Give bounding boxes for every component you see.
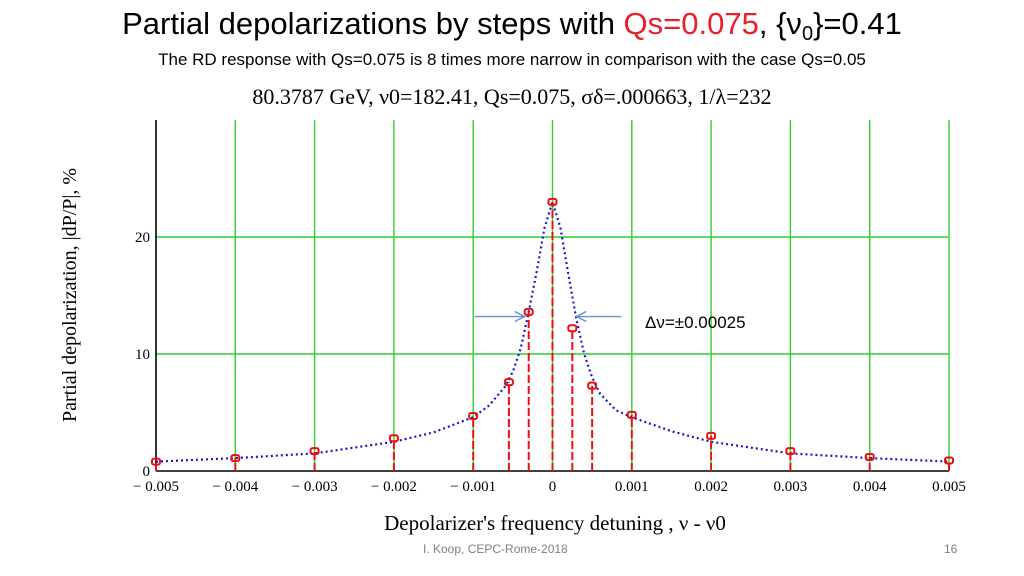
title-suffix: }=0.41 bbox=[813, 6, 902, 41]
x-tick-label: 0.001 bbox=[615, 479, 649, 495]
stems bbox=[155, 201, 950, 471]
title-accent: Qs=0.075 bbox=[623, 6, 759, 41]
data-point bbox=[785, 447, 796, 456]
x-tick-label: − 0.003 bbox=[292, 479, 338, 495]
y-tick-label: 20 bbox=[135, 230, 150, 246]
annotation-arrows bbox=[474, 310, 622, 323]
data-point bbox=[468, 412, 479, 421]
footer-author: I. Koop, CEPC-Rome-2018 bbox=[423, 542, 568, 556]
y-tick-labels: 0 10 20 bbox=[135, 230, 150, 480]
x-tick-label: 0.002 bbox=[694, 479, 728, 495]
chart-title: 80.3787 GeV, ν0=182.41, Qs=0.075, σδ=.00… bbox=[252, 84, 772, 109]
markers bbox=[151, 197, 954, 466]
data-point bbox=[523, 307, 534, 316]
data-point bbox=[567, 324, 578, 333]
annotation-label: Δν=±0.00025 bbox=[645, 313, 746, 332]
data-point bbox=[547, 197, 558, 206]
x-tick-label: 0.005 bbox=[932, 479, 966, 495]
page-number: 16 bbox=[944, 542, 958, 556]
data-point bbox=[944, 456, 954, 465]
x-tick-labels: − 0.005 − 0.004 − 0.003 − 0.002 − 0.001 0 0.00… bbox=[133, 479, 966, 495]
data-point bbox=[230, 454, 241, 463]
x-tick-label: 0 bbox=[549, 479, 557, 495]
data-point bbox=[626, 410, 637, 419]
x-tick-label: − 0.004 bbox=[212, 479, 258, 495]
x-tick-label: 0.004 bbox=[853, 479, 887, 495]
x-tick-label: − 0.001 bbox=[450, 479, 496, 495]
arrow-left-head bbox=[514, 310, 527, 323]
x-axis-label: Depolarizer's frequency detuning , ν - ν… bbox=[384, 511, 726, 535]
title-mid: , {ν bbox=[758, 6, 802, 41]
arrow-right-head bbox=[574, 310, 587, 323]
data-point bbox=[706, 431, 717, 440]
y-axis-label: Partial depolarization, |dP/P|, % bbox=[59, 168, 81, 422]
slide-title: Partial depolarizations by steps with Qs… bbox=[0, 6, 1024, 45]
title-subscript: 0 bbox=[801, 23, 814, 45]
grid bbox=[156, 120, 950, 471]
data-point bbox=[587, 381, 598, 390]
data-point bbox=[151, 457, 161, 466]
data-point bbox=[309, 447, 320, 456]
x-tick-label: − 0.002 bbox=[371, 479, 417, 495]
title-prefix: Partial depolarizations by steps with bbox=[122, 6, 624, 41]
data-point bbox=[503, 378, 514, 387]
x-tick-label: − 0.005 bbox=[133, 479, 179, 495]
y-tick-label: 10 bbox=[135, 347, 150, 363]
data-point bbox=[388, 434, 399, 443]
data-point bbox=[864, 452, 875, 461]
y-tick-label: 0 bbox=[143, 464, 151, 480]
slide-subtitle: The RD response with Qs=0.075 is 8 times… bbox=[158, 50, 866, 69]
x-tick-label: 0.003 bbox=[774, 479, 808, 495]
